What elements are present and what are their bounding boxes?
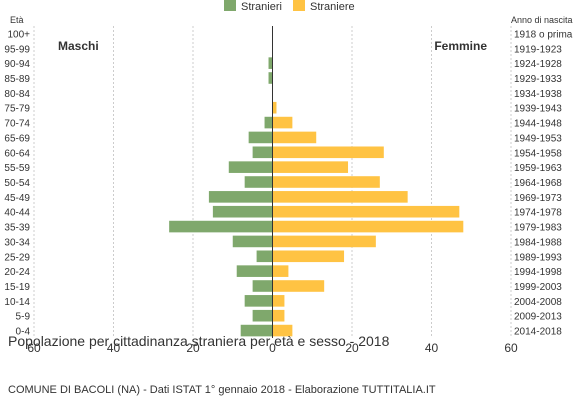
bar-female-50-54 [272, 176, 380, 188]
birth-year-label: 1999-2003 [514, 282, 562, 293]
birth-year-label: 1974-1978 [514, 208, 562, 219]
age-label: 65-69 [4, 133, 30, 144]
legend-swatch-stranieri [224, 0, 236, 11]
birth-year-label: 1918 o prima [514, 29, 573, 40]
bar-male-15-19 [252, 280, 273, 292]
x-tick-label: 40 [425, 341, 439, 355]
bar-female-45-49 [272, 191, 408, 203]
bar-male-0-4 [240, 324, 273, 337]
bar-female-65-69 [272, 131, 317, 144]
bar-male-30-34 [232, 235, 273, 248]
bar-male-65-69 [248, 131, 273, 144]
birth-year-label: 1969-1973 [514, 193, 562, 204]
bar-female-70-74 [272, 116, 293, 129]
birth-year-label: 1919-1923 [514, 44, 562, 55]
left-axis-title: Età [10, 15, 24, 25]
bar-male-20-24 [236, 265, 273, 277]
age-label: 5-9 [16, 312, 31, 323]
age-label: 10-14 [4, 297, 30, 308]
bar-female-75-79 [272, 101, 277, 114]
age-label: 55-59 [4, 163, 30, 174]
birth-year-label: 1949-1953 [514, 133, 562, 144]
chart-subtitle: COMUNE DI BACOLI (NA) - Dati ISTAT 1° ge… [8, 384, 436, 396]
bar-male-45-49 [208, 191, 273, 203]
femmine-label: Femmine [434, 39, 487, 53]
axis-labels-group: 60 40 20 0 20 40 60 100+ 1918 o prima 95-99 1919-1… [4, 29, 572, 355]
birth-year-label: 2004-2008 [514, 297, 562, 308]
bar-female-40-44 [272, 205, 460, 218]
bar-male-70-74 [264, 116, 273, 129]
age-label: 100+ [7, 29, 30, 40]
bar-female-10-14 [272, 295, 285, 307]
birth-year-label: 1964-1968 [514, 178, 562, 189]
bar-female-55-59 [272, 161, 349, 173]
maschi-label: Maschi [58, 39, 99, 53]
x-tick-label: 0 [269, 341, 276, 355]
bar-male-60-64 [252, 146, 273, 159]
age-label: 60-64 [4, 148, 30, 159]
bar-female-0-4 [272, 324, 293, 337]
age-label: 15-19 [4, 282, 30, 293]
bar-female-60-64 [272, 146, 384, 159]
bar-male-10-14 [244, 295, 273, 307]
birth-year-label: 1954-1958 [514, 148, 562, 159]
birth-year-label: 1924-1928 [514, 59, 562, 70]
bars-group [169, 26, 464, 338]
birth-year-label: 1944-1948 [514, 119, 562, 130]
age-label: 30-34 [4, 237, 30, 248]
birth-year-label: 1934-1938 [514, 89, 562, 100]
bar-male-90-94 [268, 57, 273, 69]
bar-female-30-34 [272, 235, 376, 248]
age-label: 40-44 [4, 208, 30, 219]
legend: Stranieri Straniere [224, 0, 355, 13]
chart-title: Popolazione per cittadinanza straniera p… [8, 333, 390, 349]
birth-year-label: 1989-1993 [514, 252, 562, 263]
x-tick-label: 40 [107, 341, 121, 355]
bar-female-25-29 [272, 250, 345, 263]
age-label: 85-89 [4, 74, 30, 85]
birth-year-label: 1994-1998 [514, 267, 562, 278]
birth-year-label: 1929-1933 [514, 74, 562, 85]
bar-male-35-39 [169, 220, 273, 233]
legend-swatch-straniere [293, 0, 305, 11]
age-label: 0-4 [16, 327, 31, 338]
age-label: 20-24 [4, 267, 30, 278]
age-label: 75-79 [4, 104, 30, 115]
birth-year-label: 1984-1988 [514, 237, 562, 248]
x-tick-label: 60 [504, 341, 518, 355]
legend-label-stranieri: Stranieri [241, 1, 282, 13]
age-label: 50-54 [4, 178, 30, 189]
bar-female-20-24 [272, 265, 289, 277]
grid-lines [33, 26, 512, 338]
age-label: 25-29 [4, 252, 30, 263]
birth-year-label: 1939-1943 [514, 104, 562, 115]
bar-male-50-54 [244, 176, 273, 188]
bar-female-35-39 [272, 220, 464, 233]
bar-male-40-44 [212, 205, 273, 218]
age-label: 80-84 [4, 89, 30, 100]
bar-female-15-19 [272, 280, 325, 292]
birth-year-label: 1979-1983 [514, 223, 562, 234]
age-label: 35-39 [4, 223, 30, 234]
birth-year-label: 2009-2013 [514, 312, 562, 323]
age-label: 90-94 [4, 59, 30, 70]
age-label: 95-99 [4, 44, 30, 55]
bar-male-85-89 [268, 72, 273, 84]
x-tick-label: 20 [345, 341, 359, 355]
x-tick-label: 60 [27, 341, 41, 355]
right-axis-title: Anno di nascita [511, 15, 573, 25]
age-label: 45-49 [4, 193, 30, 204]
bar-male-55-59 [228, 161, 273, 173]
birth-year-label: 1959-1963 [514, 163, 562, 174]
birth-year-label: 2014-2018 [514, 327, 562, 338]
bar-male-25-29 [256, 250, 273, 263]
legend-label-straniere: Straniere [310, 1, 355, 13]
bar-male-5-9 [252, 309, 273, 322]
x-tick-label: 20 [186, 341, 200, 355]
bar-female-5-9 [272, 309, 285, 322]
age-label: 70-74 [4, 119, 30, 130]
